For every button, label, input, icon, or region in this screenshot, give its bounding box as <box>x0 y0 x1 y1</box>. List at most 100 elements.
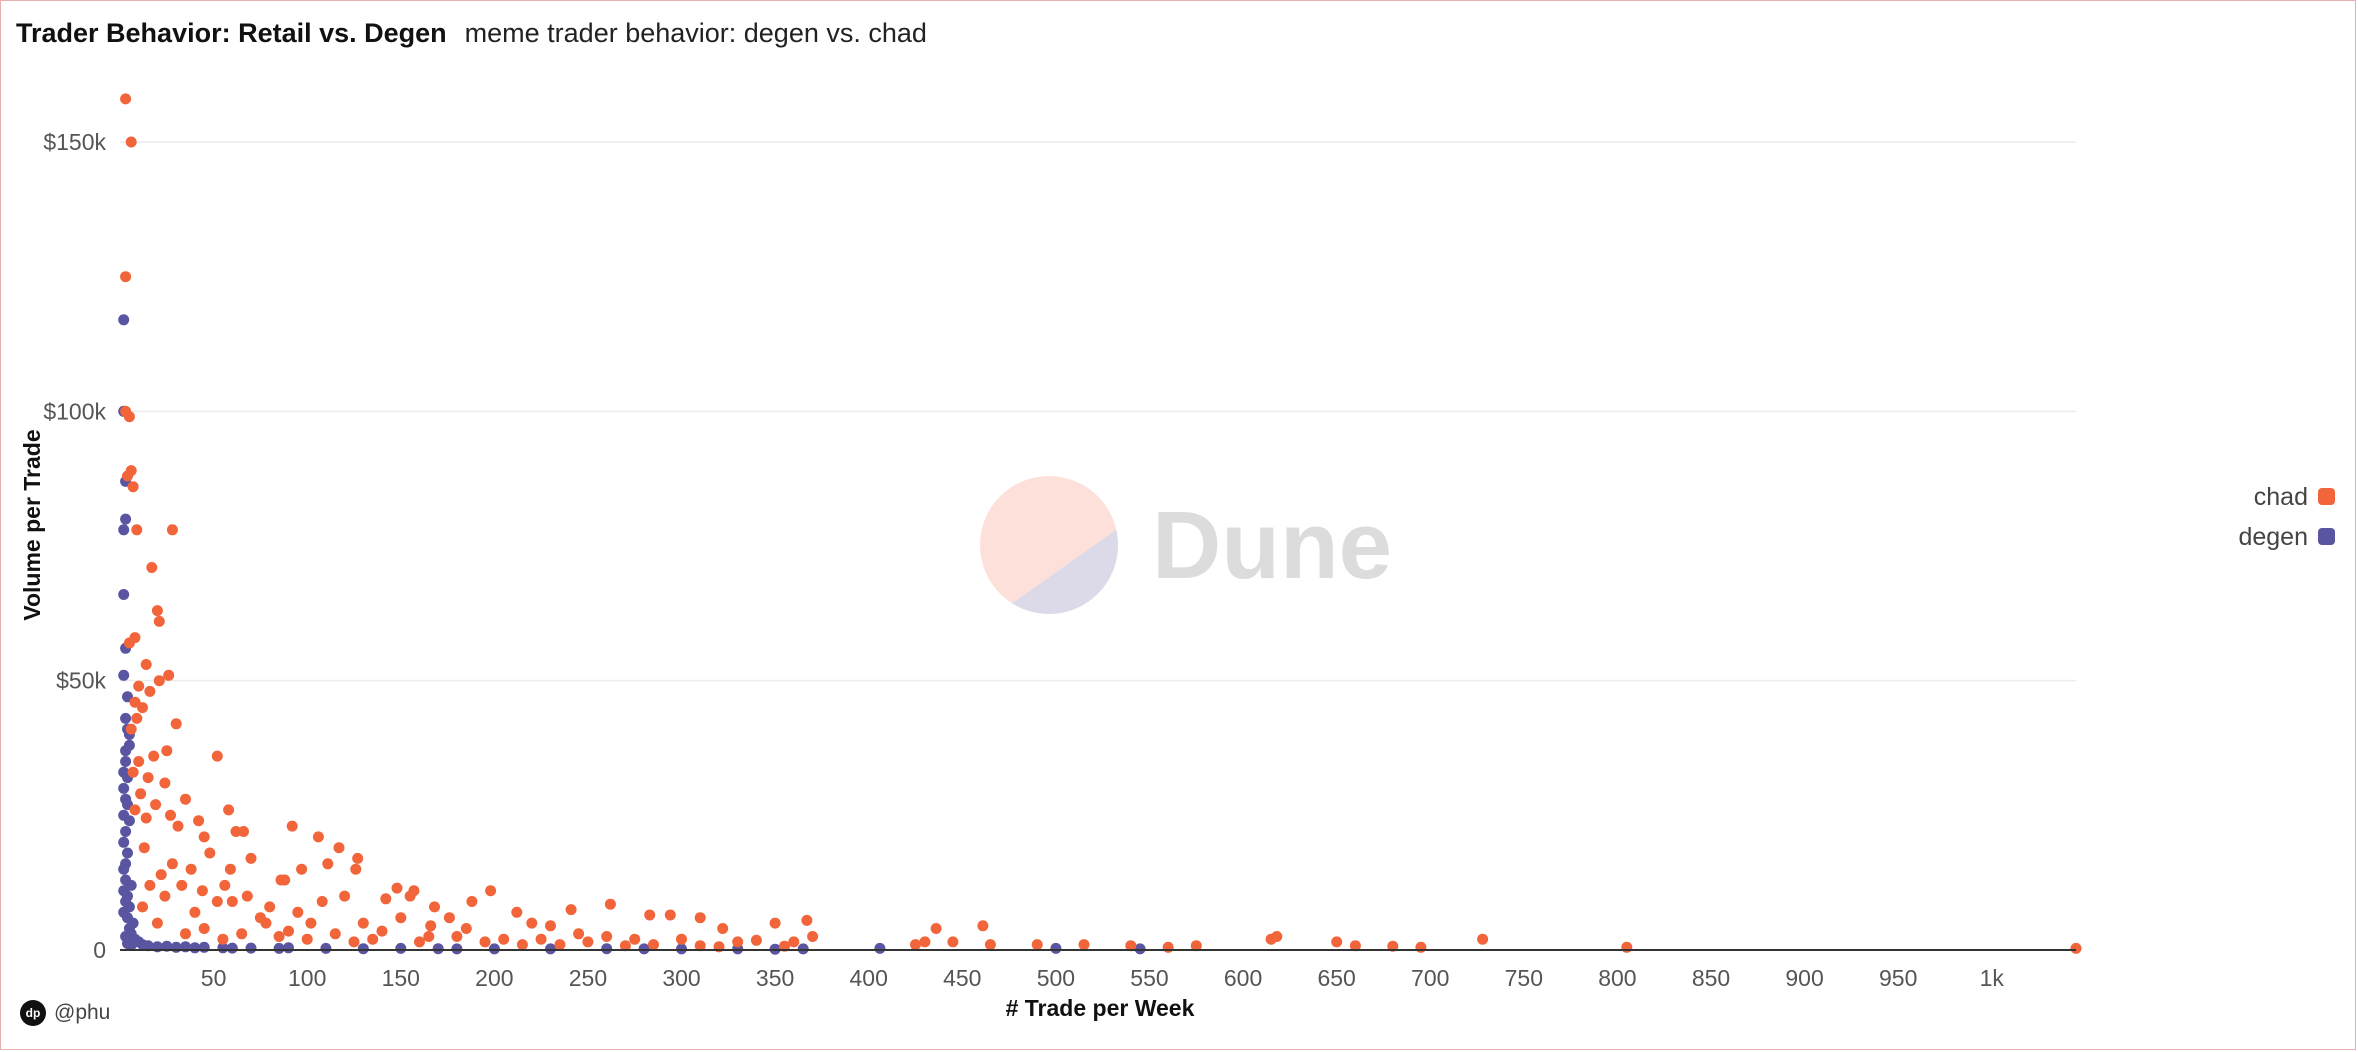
data-point-chad <box>357 917 369 929</box>
data-point-chad <box>296 863 308 875</box>
legend-label-chad: chad <box>2254 483 2308 511</box>
data-point-chad <box>305 917 317 929</box>
data-point-chad <box>391 882 403 894</box>
y-axis-ticks: 0 $50k $100k $150k <box>43 129 106 963</box>
data-point-chad <box>120 271 132 283</box>
x-axis-title: # Trade per Week <box>1006 995 1195 1021</box>
x-tick-label: 850 <box>1692 965 1730 991</box>
data-point-chad <box>155 869 167 881</box>
data-point-chad <box>1190 940 1202 952</box>
data-point-chad <box>333 842 345 854</box>
data-point-chad <box>1477 933 1489 945</box>
chart-header: Trader Behavior: Retail vs. Degen meme tr… <box>16 18 927 49</box>
data-point-chad <box>146 562 158 573</box>
data-point-chad <box>511 906 523 918</box>
data-point-degen <box>320 942 332 954</box>
y-tick-label: 0 <box>93 937 106 963</box>
x-tick-label: 400 <box>850 965 888 991</box>
data-point-chad <box>170 718 182 730</box>
data-point-chad <box>352 852 364 864</box>
x-tick-label: 550 <box>1130 965 1168 991</box>
data-point-degen <box>120 826 132 837</box>
data-point-chad <box>329 928 341 940</box>
data-point-chad <box>779 940 790 952</box>
x-tick-label: 250 <box>569 965 607 991</box>
data-point-chad <box>133 756 145 767</box>
data-point-chad <box>122 470 133 482</box>
data-point-chad <box>135 788 147 800</box>
data-point-degen <box>123 901 135 913</box>
data-point-chad <box>264 901 276 913</box>
data-point-chad <box>172 820 184 832</box>
data-point-chad <box>159 777 171 789</box>
data-point-chad <box>930 923 942 934</box>
x-tick-label: 500 <box>1037 965 1075 991</box>
data-point-degen <box>142 940 154 952</box>
data-point-chad <box>1621 941 1633 953</box>
data-point-degen <box>118 836 130 848</box>
data-point-chad <box>376 925 388 937</box>
data-point-chad <box>1331 936 1343 948</box>
data-point-degen <box>125 879 137 891</box>
legend-swatch-chad <box>2318 488 2335 505</box>
data-point-chad <box>120 93 132 105</box>
x-tick-label: 200 <box>475 965 513 991</box>
data-point-chad <box>1031 939 1043 951</box>
x-tick-label: 750 <box>1505 965 1543 991</box>
data-point-degen <box>226 942 238 954</box>
data-point-degen <box>1050 942 1062 954</box>
data-point-chad <box>142 772 154 784</box>
data-point-chad <box>140 812 152 824</box>
data-point-chad <box>260 917 272 929</box>
data-point-chad <box>286 820 298 832</box>
data-point-chad <box>414 936 425 948</box>
data-point-chad <box>395 912 407 924</box>
data-point-chad <box>148 750 160 762</box>
data-point-chad <box>460 923 472 934</box>
data-point-chad <box>138 842 150 854</box>
data-point-chad <box>498 933 510 945</box>
data-point-chad <box>350 863 362 875</box>
grid-lines <box>120 141 2076 682</box>
data-point-chad <box>750 934 762 946</box>
data-point-chad <box>479 936 491 948</box>
data-point-chad <box>339 890 351 902</box>
chart-subtitle: meme trader behavior: degen vs. chad <box>464 18 927 48</box>
data-point-chad <box>292 906 304 918</box>
data-point-chad <box>1349 940 1361 952</box>
data-point-chad <box>226 896 238 907</box>
data-point-degen <box>120 756 132 767</box>
legend-swatch-degen <box>2318 528 2335 545</box>
data-point-chad <box>694 940 706 952</box>
data-point-chad <box>801 914 813 926</box>
data-point-chad <box>193 815 205 827</box>
data-point-chad <box>129 804 141 816</box>
x-tick-label: 700 <box>1411 965 1449 991</box>
data-point-degen <box>545 943 556 955</box>
data-point-degen <box>120 513 132 525</box>
data-point-chad <box>516 939 528 951</box>
data-point-degen <box>120 858 132 870</box>
data-point-chad <box>788 936 800 948</box>
data-point-chad <box>732 936 744 948</box>
x-tick-label: 350 <box>756 965 794 991</box>
data-point-chad <box>1271 931 1283 942</box>
data-point-chad <box>279 874 291 886</box>
data-point-chad <box>367 933 379 945</box>
data-point-chad <box>910 939 921 951</box>
data-point-degen <box>120 745 132 757</box>
data-point-chad <box>219 879 231 891</box>
author-name: @phu <box>54 1001 111 1024</box>
data-point-chad <box>429 901 440 913</box>
dune-watermark: Dune <box>980 476 1392 614</box>
data-point-degen <box>118 314 130 326</box>
data-point-chad <box>127 481 139 493</box>
data-point-chad <box>165 809 176 821</box>
data-point-chad <box>131 524 143 536</box>
data-point-chad <box>644 909 656 921</box>
data-point-chad <box>204 847 216 859</box>
data-point-chad <box>217 933 229 945</box>
data-point-chad <box>125 723 137 735</box>
